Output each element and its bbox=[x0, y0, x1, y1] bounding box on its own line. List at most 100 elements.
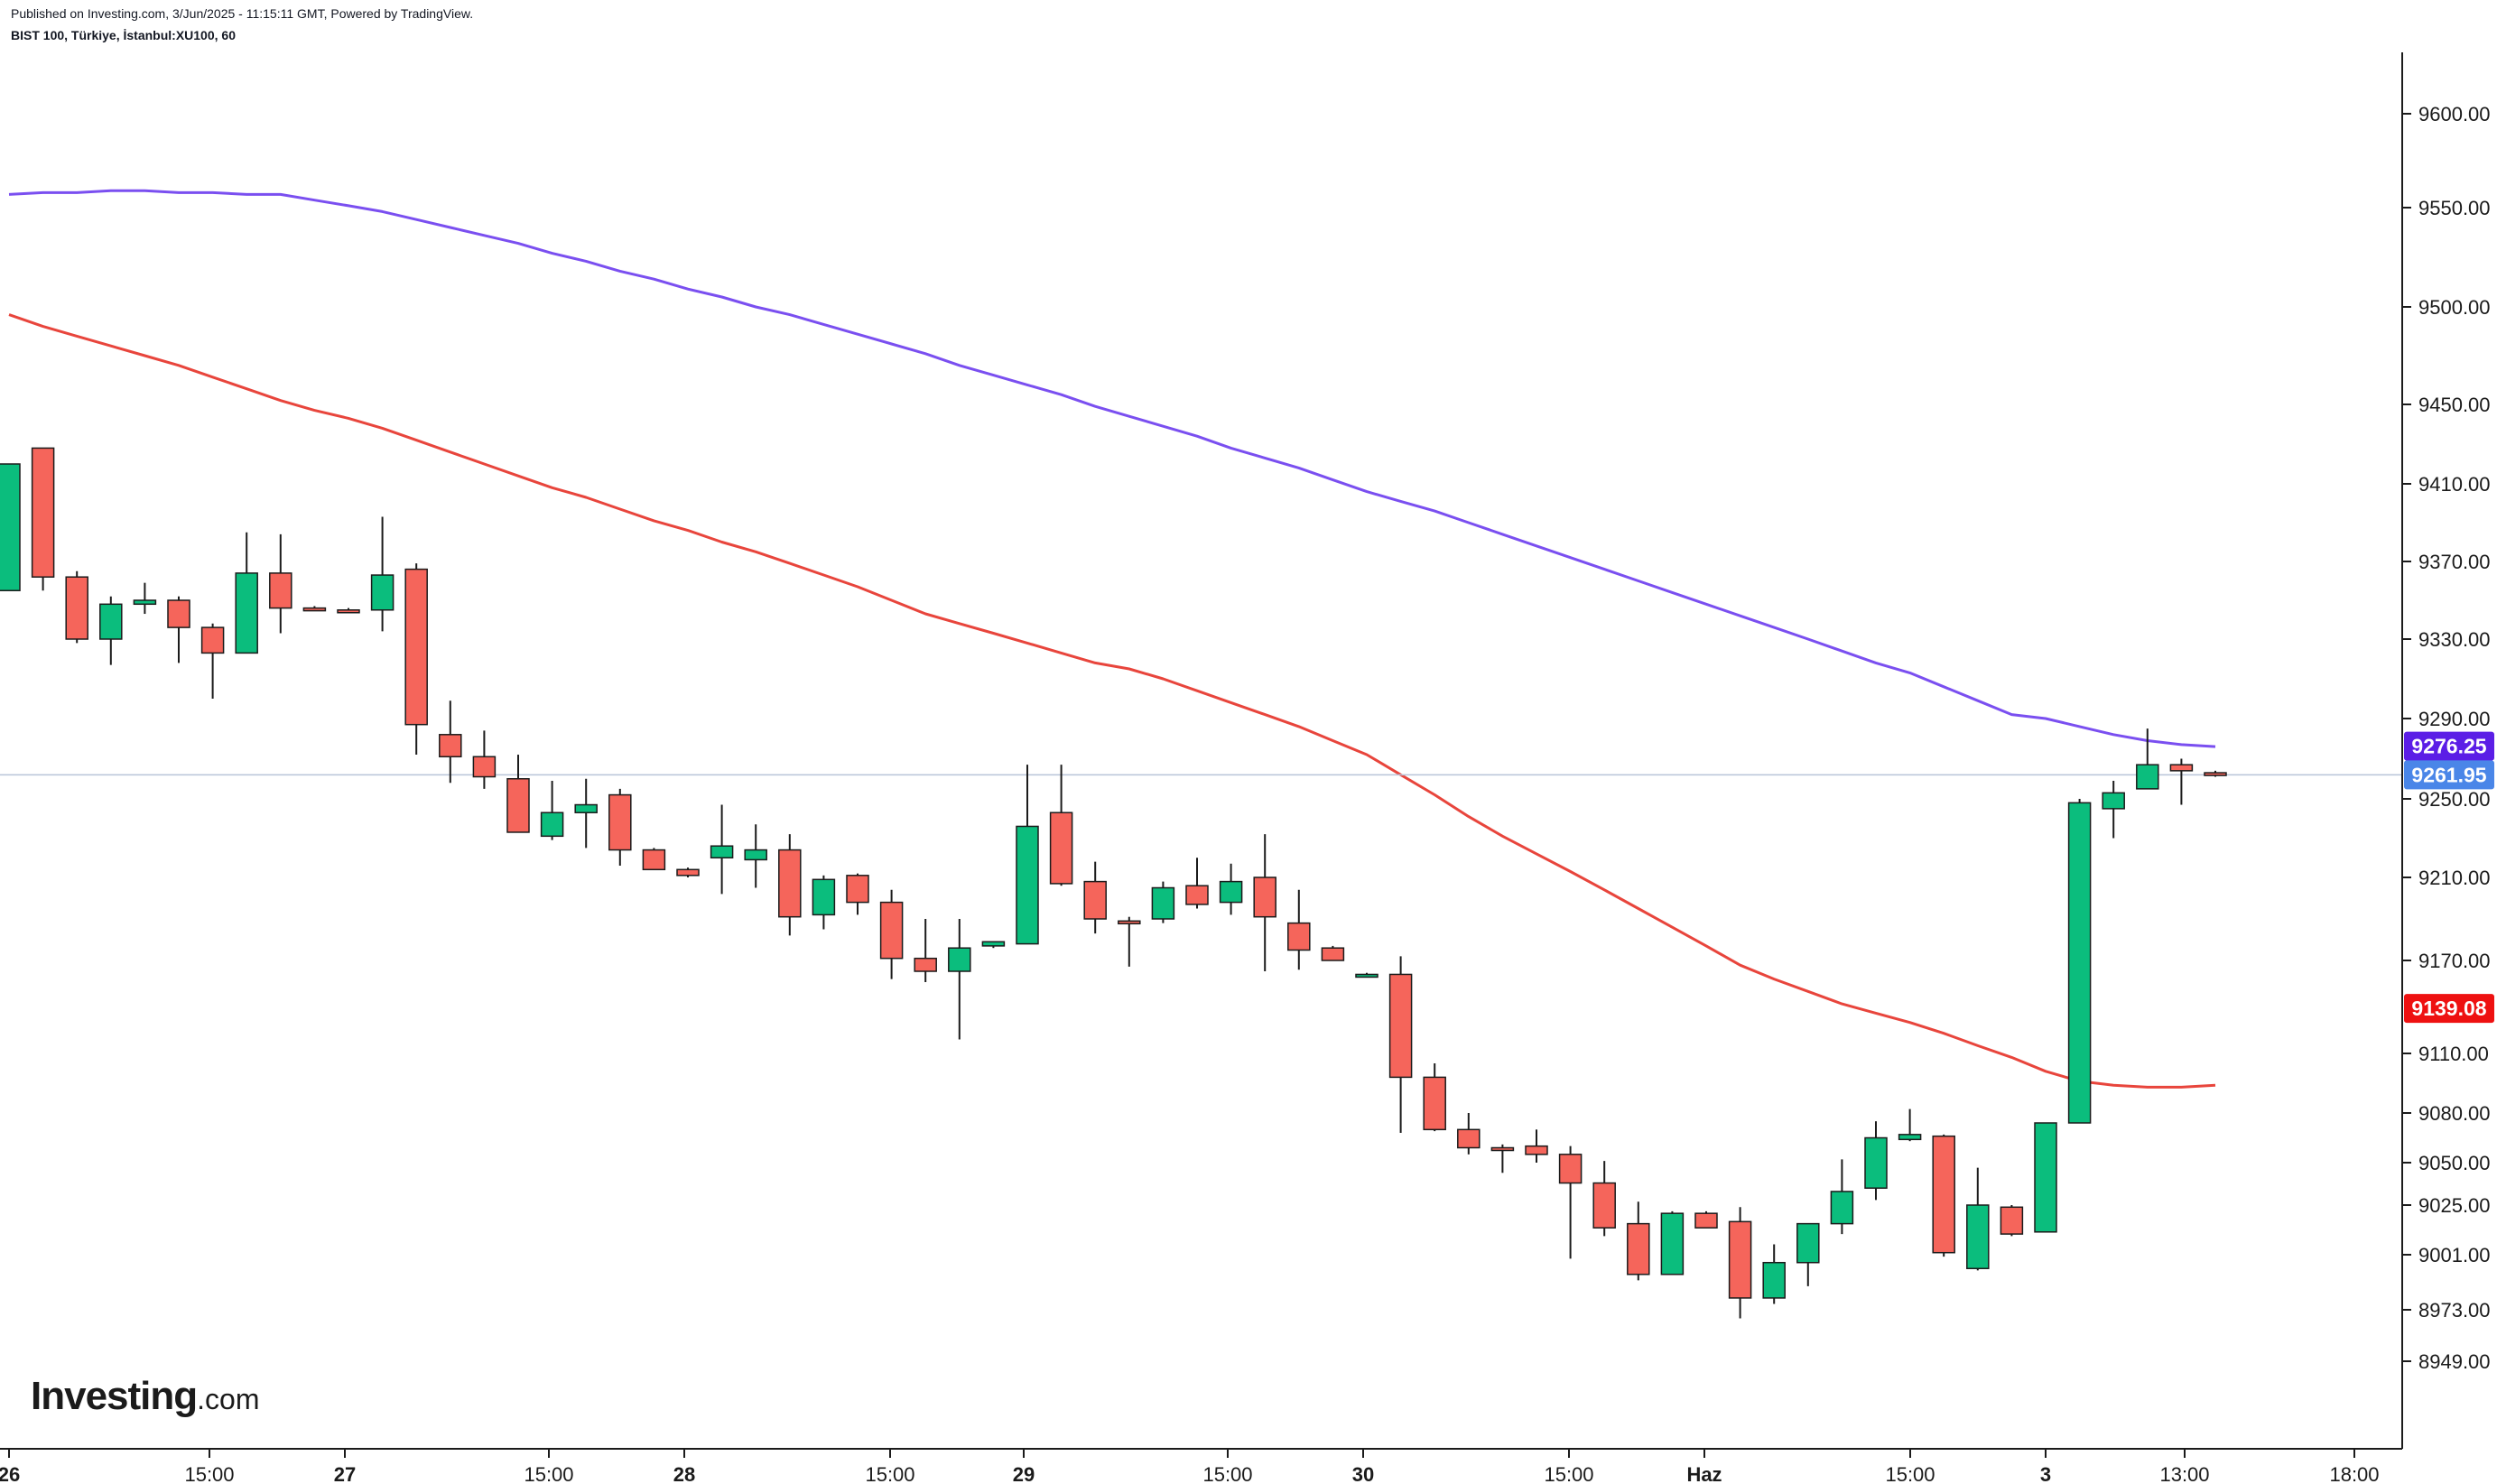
candle[interactable] bbox=[1728, 1207, 1752, 1319]
candle[interactable] bbox=[846, 873, 869, 915]
candle[interactable] bbox=[1660, 1210, 1685, 1275]
candle[interactable] bbox=[1525, 1129, 1548, 1163]
candle[interactable] bbox=[439, 700, 462, 784]
candle-body[interactable] bbox=[948, 947, 971, 972]
candle-body[interactable] bbox=[1253, 876, 1276, 918]
candle-body[interactable] bbox=[235, 572, 258, 654]
candle[interactable] bbox=[404, 563, 428, 756]
candle[interactable] bbox=[1966, 1167, 1990, 1271]
candle-body[interactable] bbox=[2204, 772, 2227, 776]
candle[interactable] bbox=[1830, 1159, 1854, 1235]
candle[interactable] bbox=[99, 596, 123, 665]
candle[interactable] bbox=[370, 516, 395, 632]
candle[interactable] bbox=[1253, 834, 1276, 972]
candle[interactable] bbox=[65, 570, 88, 644]
candle-body[interactable] bbox=[2102, 792, 2125, 810]
candle[interactable] bbox=[167, 596, 190, 663]
candle[interactable] bbox=[2067, 799, 2092, 1124]
candle[interactable] bbox=[1558, 1145, 1583, 1259]
candle-body[interactable] bbox=[642, 849, 666, 871]
candle[interactable] bbox=[1898, 1108, 1922, 1142]
candle[interactable] bbox=[1355, 972, 1378, 979]
candle-body[interactable] bbox=[269, 572, 292, 609]
candle[interactable] bbox=[1457, 1113, 1481, 1155]
candle-body[interactable] bbox=[167, 599, 190, 628]
candle[interactable] bbox=[981, 941, 1006, 949]
candle[interactable] bbox=[1219, 863, 1243, 915]
candle[interactable] bbox=[0, 463, 21, 591]
candle-body[interactable] bbox=[1558, 1154, 1583, 1184]
candle-body[interactable] bbox=[710, 845, 734, 859]
candle[interactable] bbox=[540, 780, 564, 840]
candle[interactable] bbox=[2136, 728, 2159, 790]
candle-body[interactable] bbox=[2136, 764, 2159, 790]
candle-body[interactable] bbox=[1321, 947, 1345, 961]
candle[interactable] bbox=[2000, 1205, 2024, 1237]
candle[interactable] bbox=[710, 804, 734, 895]
candle-body[interactable] bbox=[2169, 764, 2194, 772]
candle-body[interactable] bbox=[1627, 1222, 1650, 1275]
candle[interactable] bbox=[1490, 1144, 1515, 1173]
candle[interactable] bbox=[1118, 916, 1141, 967]
candle-body[interactable] bbox=[1355, 973, 1378, 979]
candle-body[interactable] bbox=[2034, 1122, 2057, 1233]
candle-body[interactable] bbox=[1966, 1204, 1990, 1269]
candle-body[interactable] bbox=[31, 447, 55, 578]
candle[interactable] bbox=[506, 755, 530, 833]
candle-body[interactable] bbox=[99, 603, 123, 640]
candle-body[interactable] bbox=[1490, 1146, 1515, 1152]
candle[interactable] bbox=[2169, 758, 2194, 805]
candle-body[interactable] bbox=[1083, 880, 1107, 920]
candle-body[interactable] bbox=[608, 793, 632, 851]
candle-body[interactable] bbox=[1457, 1128, 1481, 1149]
candle-body[interactable] bbox=[540, 812, 564, 838]
candle[interactable] bbox=[269, 533, 292, 634]
candle[interactable] bbox=[1151, 881, 1175, 923]
candle-body[interactable] bbox=[1864, 1136, 1888, 1189]
candle[interactable] bbox=[574, 778, 598, 849]
candle-body[interactable] bbox=[337, 609, 360, 614]
candle[interactable] bbox=[1762, 1244, 1786, 1304]
candle-body[interactable] bbox=[1423, 1076, 1446, 1131]
candle-body[interactable] bbox=[1762, 1261, 1786, 1299]
candle-body[interactable] bbox=[133, 599, 157, 606]
candle-body[interactable] bbox=[812, 878, 836, 916]
candle-body[interactable] bbox=[1932, 1135, 1955, 1254]
candles[interactable] bbox=[0, 447, 2227, 1319]
candle[interactable] bbox=[879, 889, 904, 979]
candle-body[interactable] bbox=[439, 734, 462, 758]
candle[interactable] bbox=[1287, 889, 1311, 970]
candle[interactable] bbox=[200, 623, 225, 699]
candle-body[interactable] bbox=[914, 957, 937, 972]
candle-body[interactable] bbox=[846, 875, 869, 904]
candle-body[interactable] bbox=[676, 868, 700, 876]
candle-body[interactable] bbox=[1660, 1212, 1685, 1275]
candle[interactable] bbox=[2102, 780, 2125, 839]
candle-body[interactable] bbox=[1694, 1212, 1718, 1229]
candle-body[interactable] bbox=[200, 626, 225, 654]
candle-body[interactable] bbox=[404, 568, 428, 726]
candle[interactable] bbox=[948, 919, 971, 1040]
candle[interactable] bbox=[1592, 1161, 1616, 1237]
candle[interactable] bbox=[1185, 858, 1209, 909]
candle-body[interactable] bbox=[1525, 1145, 1548, 1155]
candle[interactable] bbox=[1864, 1121, 1888, 1201]
candle[interactable] bbox=[133, 582, 157, 615]
candle-body[interactable] bbox=[2067, 802, 2092, 1124]
candle[interactable] bbox=[1016, 765, 1039, 945]
candle[interactable] bbox=[1388, 956, 1413, 1133]
candle-body[interactable] bbox=[1287, 922, 1311, 951]
candle-body[interactable] bbox=[1219, 880, 1243, 904]
candle-body[interactable] bbox=[1796, 1222, 1820, 1264]
candle-body[interactable] bbox=[1728, 1220, 1752, 1299]
candle[interactable] bbox=[2204, 770, 2227, 777]
candle[interactable] bbox=[1083, 861, 1107, 934]
candle[interactable] bbox=[1694, 1210, 1718, 1229]
candle-body[interactable] bbox=[472, 756, 497, 778]
candle[interactable] bbox=[1321, 945, 1345, 961]
candle-body[interactable] bbox=[981, 941, 1006, 947]
candle-body[interactable] bbox=[1898, 1134, 1922, 1141]
candle-body[interactable] bbox=[879, 901, 904, 960]
candle-body[interactable] bbox=[574, 803, 598, 813]
